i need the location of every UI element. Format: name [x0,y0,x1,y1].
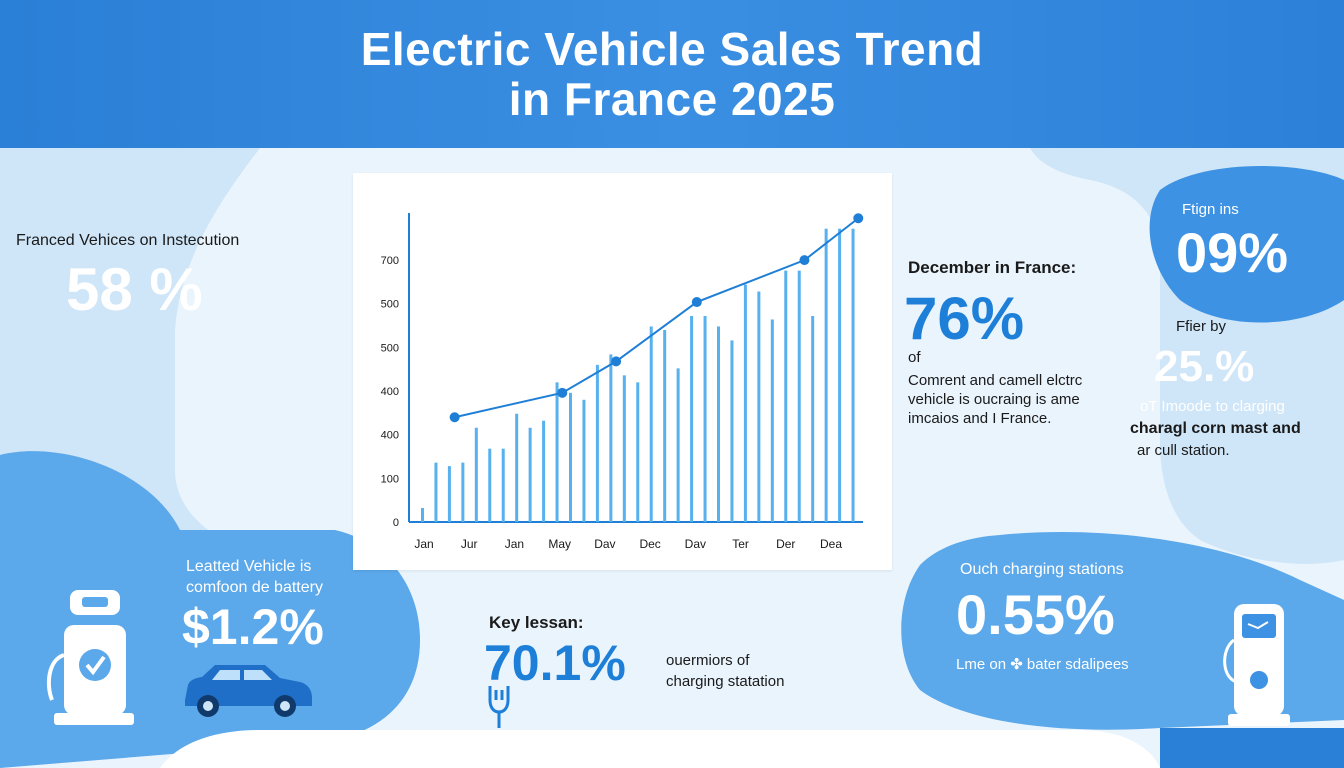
bar [811,316,815,522]
bar [797,270,801,522]
right-bottom-label: Ouch charging stations [960,561,1124,578]
x-tick-label: May [548,537,571,551]
left-bottom-label-1: Leatted Vehicle is [186,558,312,575]
key-lesson-desc-2: charging statation [666,673,785,690]
bottom-white-strip [160,730,1160,768]
title-line-1: Electric Vehicle Sales Trend [360,23,984,75]
chart-card: 0 100 400 400 500 500 700 Jan Jur Jan May Dav Dec Dav… [353,173,892,570]
right-desc-1: oT Imoode to clarging [1140,398,1285,415]
bar [474,427,478,522]
december-of: of [908,349,921,366]
bar [636,382,640,522]
x-tick-label: Ter [732,537,749,551]
bar [461,462,465,522]
sales-chart: 0 100 400 400 500 500 700 Jan Jur Jan May Dav Dec Dav… [381,213,864,551]
bottom-right-strip [1160,728,1344,768]
right-bottom-value: 0.55% [956,583,1115,646]
right-sub-value: 25.% [1154,342,1255,391]
y-tick-label: 100 [381,473,399,485]
x-tick-label: Der [776,537,795,551]
bar [770,319,774,522]
x-tick-label: Dec [639,537,660,551]
trend-point [449,412,460,423]
plug-icon [488,686,510,728]
december-desc-3: imcaios and I France. [908,410,1052,427]
bar [569,392,572,522]
december-desc-1: Comrent and camell elctrc [908,372,1083,389]
bar [784,270,788,522]
x-tick-label: Dav [594,537,615,551]
bar [663,329,667,522]
trend-point [691,297,702,308]
bar [717,326,720,522]
x-tick-label: Jur [461,537,478,551]
trend-line [454,217,859,419]
december-value: 76% [904,285,1025,352]
bar [649,326,653,522]
bar [555,382,559,522]
bar [447,466,451,522]
trend-point [611,356,622,367]
bar [434,462,438,522]
key-lesson-value: 70.1% [484,635,626,691]
y-tick-label: 0 [393,517,399,529]
right-top-label: Ftign ins [1182,201,1239,218]
bar [501,448,505,522]
bar [528,427,532,522]
bar [622,375,626,522]
title-line-2: in France 2025 [508,73,836,125]
left-top-label: Franced Vehices on Instecution [16,232,240,249]
trend-point [853,213,864,224]
y-tick-label: 700 [381,255,399,267]
bar [488,448,492,522]
december-label: December in France: [908,258,1077,277]
bar [703,316,707,522]
trend-point [799,255,810,266]
x-tick-label: Dea [820,537,842,551]
left-bottom-value: $1.2% [182,599,324,655]
right-top-circle [1149,166,1344,323]
bar [609,354,613,522]
bar [690,316,694,522]
page-title: Electric Vehicle Sales Trend in France 2… [361,24,984,124]
x-tick-label: Dav [685,537,706,551]
key-lesson-label: Key lessan: [489,613,584,632]
y-tick-label: 400 [381,430,399,442]
bar [582,399,586,522]
right-desc-2: charagl corn mast and [1130,420,1301,437]
bar [824,228,828,523]
bar [542,420,546,522]
bar [757,291,761,522]
left-bottom-label-2: comfoon de battery [186,579,323,596]
right-bottom-footer: Lme on ✤ bater sdalipees [956,656,1129,673]
bar [676,368,680,522]
bar [730,340,734,522]
bar [838,228,842,523]
charger-icon [1223,604,1290,726]
bar [515,413,519,522]
right-sub-label: Ffier by [1176,318,1227,335]
right-desc-3: ar cull station. [1137,442,1230,459]
charging-station-icon [46,590,134,725]
y-tick-label: 500 [381,342,399,354]
left-top-value: 58 % [66,256,203,323]
y-tick-label: 500 [381,299,399,311]
right-top-value: 09% [1176,221,1289,284]
car-icon [185,665,312,717]
x-tick-label: Jan [505,537,524,551]
bar [851,228,855,523]
bar [421,508,424,522]
trend-point [557,387,568,398]
x-tick-label: Jan [414,537,433,551]
y-tick-label: 400 [381,386,399,398]
key-lesson-desc-1: ouermiors of [666,652,750,669]
header-banner: Electric Vehicle Sales Trend in France 2… [0,0,1344,148]
december-desc-2: vehicle is oucraing is ame [908,391,1080,408]
bar [743,284,747,522]
bar [595,364,599,522]
